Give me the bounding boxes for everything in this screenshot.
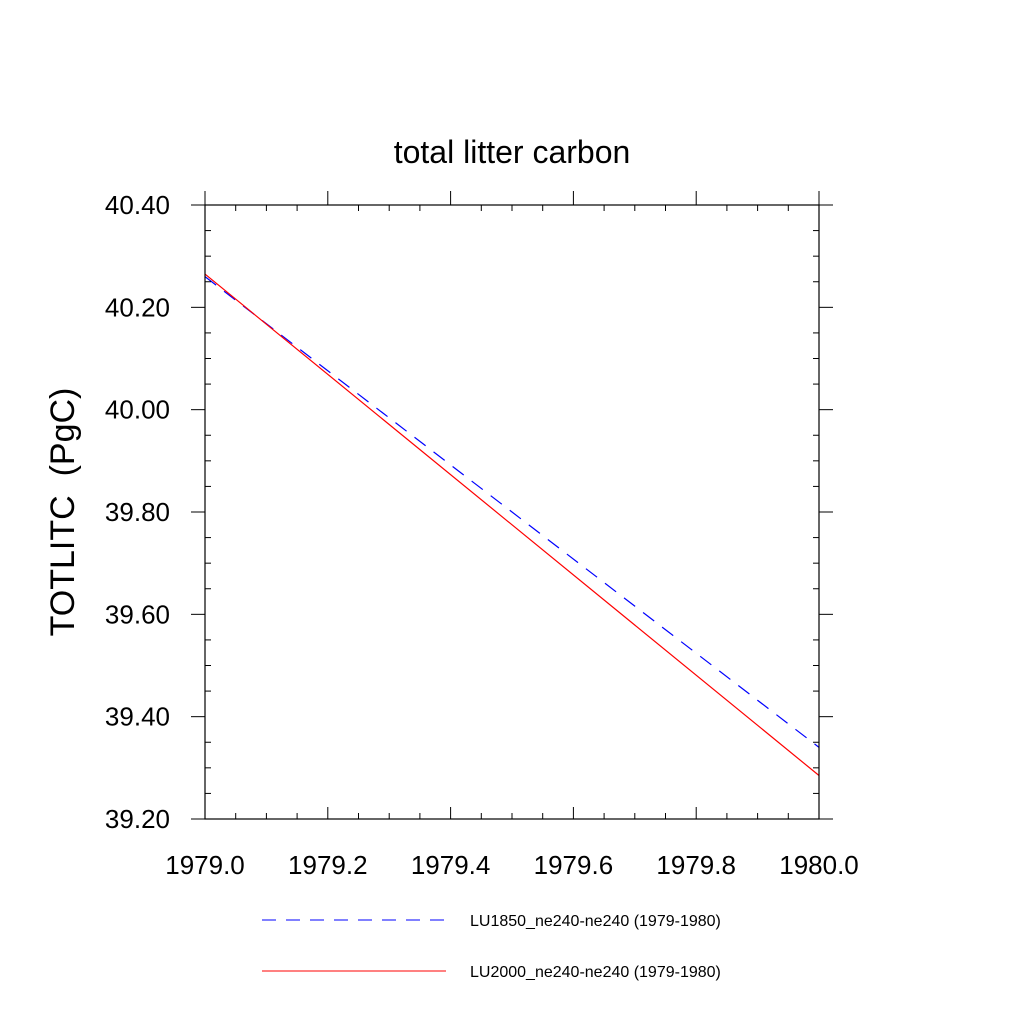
- x-tick-label: 1979.0: [165, 850, 245, 880]
- legend: LU1850_ne240-ne240 (1979-1980) LU2000_ne2…: [262, 913, 721, 981]
- y-tick-label: 40.20: [105, 292, 170, 322]
- x-tick-label: 1979.6: [534, 850, 614, 880]
- series-lines: [204, 273, 820, 776]
- y-axis-label: TOTLITC (PgC): [44, 388, 82, 637]
- x-tick-label: 1979.8: [656, 850, 736, 880]
- x-tick-label: 1979.2: [288, 850, 368, 880]
- x-tick-label: 1979.4: [411, 850, 491, 880]
- y-tick-label: 39.40: [105, 702, 170, 732]
- series-line-1: [204, 276, 820, 748]
- y-tick-label: 39.20: [105, 804, 170, 834]
- axis-ticks: 1979.0 1979.2 1979.4 1979.6 1979.8 1980.0 39.2…: [105, 190, 859, 880]
- y-tick-label: 39.80: [105, 497, 170, 527]
- y-tick-label: 40.40: [105, 190, 170, 220]
- x-tick-label: 1980.0: [779, 850, 859, 880]
- series-line-2: [204, 273, 820, 776]
- chart-title: total litter carbon: [394, 134, 631, 170]
- legend-label-2: LU2000_ne240-ne240 (1979-1980): [470, 964, 721, 981]
- y-tick-label: 40.00: [105, 395, 170, 425]
- legend-label-1: LU1850_ne240-ne240 (1979-1980): [470, 913, 721, 930]
- y-tick-label: 39.60: [105, 599, 170, 629]
